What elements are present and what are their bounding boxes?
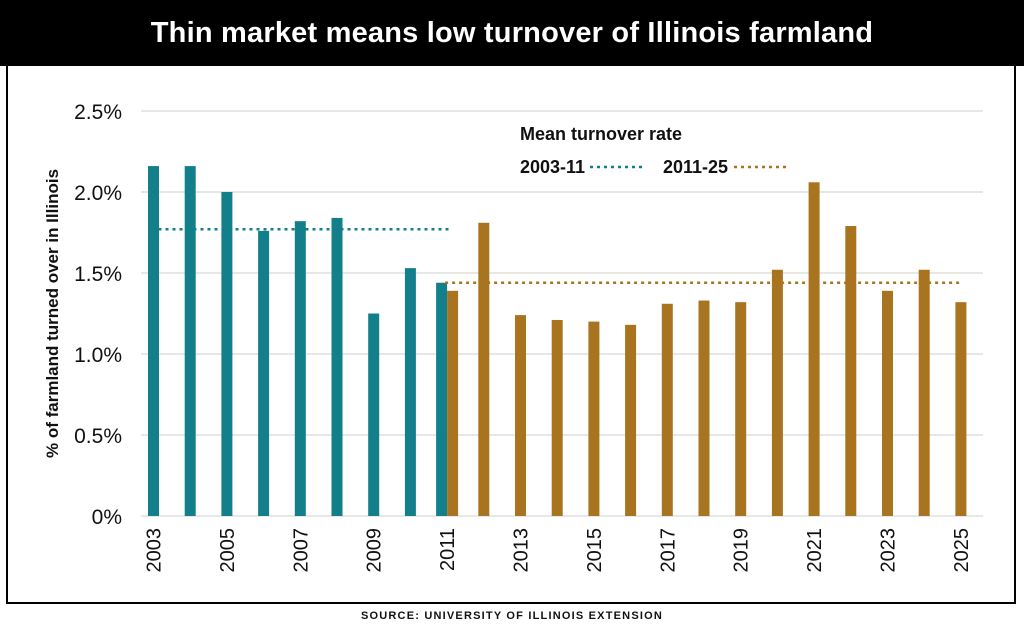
y-tick-label: 2.5% bbox=[74, 101, 122, 124]
legend-label-2003-11: 2003-11 bbox=[520, 157, 585, 177]
bar-2011-25-2025 bbox=[955, 302, 967, 516]
bar-2003-11-2005 bbox=[221, 192, 233, 516]
bar-2003-11-2008 bbox=[331, 217, 343, 517]
turnover-bar-chart: 0% 0.5% 1.0% 1.5% 2.0% 2.5% 2003 2005 2007 2009 20… bbox=[43, 101, 983, 573]
x-tick-label: 2017 bbox=[657, 528, 679, 573]
bar-2011-25-2011 bbox=[447, 290, 459, 516]
title-bar: Thin market means low turnover of Illino… bbox=[0, 0, 1024, 66]
x-tick-label: 2025 bbox=[951, 528, 973, 573]
bar-2011-25-2019 bbox=[735, 302, 747, 516]
bar-2011-25-2017 bbox=[661, 303, 673, 516]
y-tick-label: 2.0% bbox=[74, 182, 122, 205]
y-tick-label: 0.5% bbox=[74, 425, 122, 448]
source-note: SOURCE: UNIVERSITY OF ILLINOIS EXTENSION bbox=[360, 610, 664, 622]
x-tick-label: 2009 bbox=[364, 528, 386, 573]
bar-2011-25-2014 bbox=[551, 319, 563, 516]
bar-2011-25-2020 bbox=[771, 269, 783, 516]
x-tick-label: 2007 bbox=[290, 528, 312, 573]
bar-2003-11-2010 bbox=[404, 268, 416, 516]
bar-2011-25-2021 bbox=[808, 182, 820, 516]
y-tick-label: 1.5% bbox=[74, 263, 122, 286]
legend-label-2011-25: 2011-25 bbox=[663, 157, 728, 177]
bar-2011-25-2013 bbox=[515, 315, 526, 516]
bar-2011-25-2023 bbox=[882, 290, 893, 516]
bar-2003-11-2009 bbox=[368, 313, 380, 516]
bar-2011-25-2022 bbox=[845, 226, 857, 516]
y-tick-label: 0% bbox=[92, 506, 122, 529]
bar-2011-25-2024 bbox=[918, 269, 930, 516]
bar-2011-25-2018 bbox=[698, 300, 710, 516]
legend-title: Mean turnover rate bbox=[520, 124, 682, 144]
x-tick-label: 2021 bbox=[804, 528, 826, 573]
bar-2011-25-2012 bbox=[478, 222, 490, 516]
bar-2003-11-2011 bbox=[436, 282, 448, 516]
x-tick-label: 2011 bbox=[437, 528, 459, 571]
bar-2011-25-2015 bbox=[588, 321, 600, 516]
chart-title: Thin market means low turnover of Illino… bbox=[150, 16, 874, 49]
bar-2003-11-2007 bbox=[294, 221, 306, 516]
x-tick-label: 2015 bbox=[584, 528, 606, 573]
x-tick-label: 2003 bbox=[144, 528, 166, 573]
bar-2003-11-2003 bbox=[148, 166, 159, 516]
bar-2003-11-2006 bbox=[258, 230, 270, 516]
y-axis-title: % of farmland turned over in Illinois bbox=[43, 169, 62, 458]
bar-2011-25-2016 bbox=[625, 324, 637, 516]
x-tick-label: 2019 bbox=[731, 528, 753, 573]
y-tick-label: 1.0% bbox=[74, 344, 122, 367]
x-tick-label: 2013 bbox=[511, 528, 533, 573]
bar-2003-11-2004 bbox=[184, 166, 196, 516]
x-tick-label: 2023 bbox=[878, 528, 900, 573]
chart-frame: 0% 0.5% 1.0% 1.5% 2.0% 2.5% 2003 2005 2007 2009 20… bbox=[6, 66, 1016, 604]
x-tick-label: 2005 bbox=[217, 528, 239, 573]
